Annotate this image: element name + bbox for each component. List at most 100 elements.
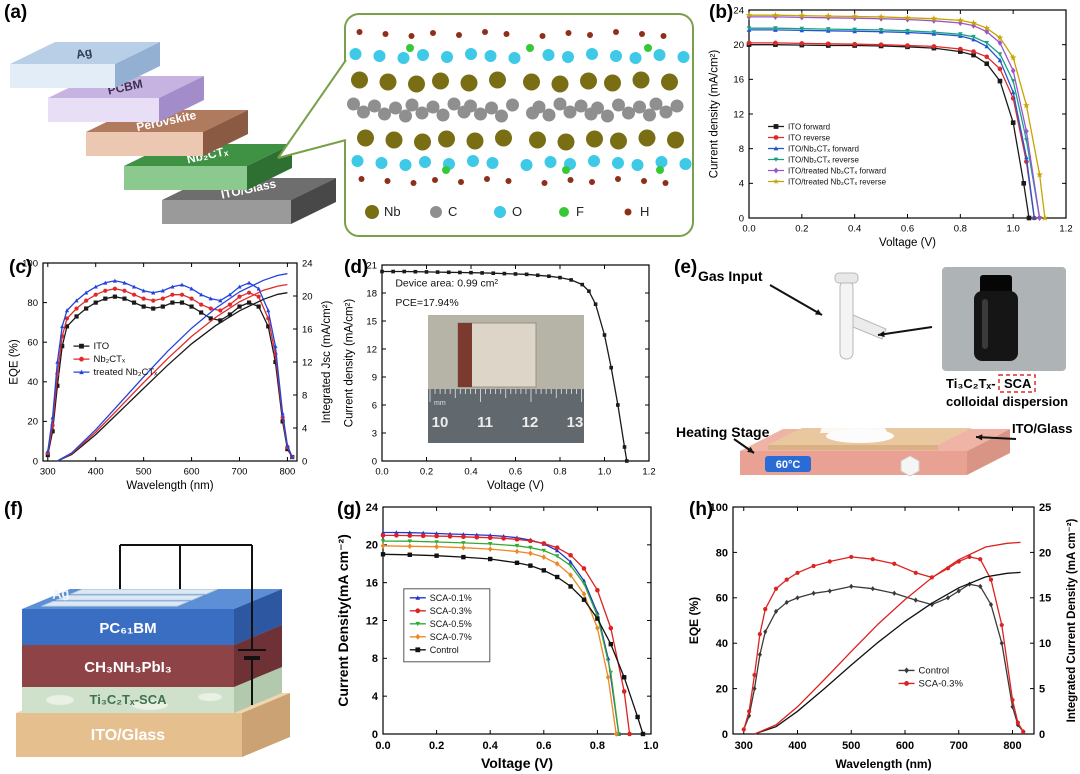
svg-text:8: 8 bbox=[739, 144, 744, 155]
svg-text:EQE (%): EQE (%) bbox=[9, 339, 21, 385]
spray-gun bbox=[834, 272, 887, 360]
svg-text:13: 13 bbox=[567, 414, 584, 431]
chart-b-svg: 0.0 0.2 0.4 0.6 0.8 1.0 1.2 0 4 8 12 16 20 24 Voltage … bbox=[709, 5, 1073, 249]
svg-text:Integrated Current Density (mA: Integrated Current Density (mA cm⁻²) bbox=[1066, 518, 1078, 722]
svg-text:0.0: 0.0 bbox=[375, 467, 388, 478]
eqe-chart-h: 300 400 500 600 700 800 0 20 40 60 80 100 0 5 10 15 20 25… bbox=[685, 497, 1080, 774]
svg-text:40: 40 bbox=[27, 377, 38, 388]
svg-text:6: 6 bbox=[372, 400, 377, 411]
svg-text:0: 0 bbox=[33, 456, 38, 467]
svg-text:5: 5 bbox=[1039, 683, 1045, 695]
svg-text:4: 4 bbox=[302, 423, 307, 434]
panel-f: (f) Ag PC₆₁BM CH₃NH₃PbI₃ Ti₃C₂Tₓ-SCA ITO/Gla… bbox=[0, 497, 330, 774]
chart-c-svg: 300 400 500 600 700 800 0 20 40 60 80 100 0 4 8 12 16 20 2… bbox=[9, 258, 334, 492]
svg-text:800: 800 bbox=[1003, 740, 1021, 752]
svg-text:80: 80 bbox=[27, 298, 38, 309]
svg-text:EQE (%): EQE (%) bbox=[687, 597, 701, 644]
svg-text:60°C: 60°C bbox=[776, 459, 801, 471]
svg-text:0: 0 bbox=[739, 213, 744, 224]
panel-c: (c) 300 400 500 600 700 800 0 20 40 60 80 100 0 4 8 12 1… bbox=[5, 255, 335, 495]
atom-legend-H: H bbox=[624, 204, 649, 219]
svg-text:40: 40 bbox=[716, 638, 728, 650]
svg-text:12: 12 bbox=[522, 414, 539, 431]
svg-text:Control: Control bbox=[919, 665, 950, 676]
panel-e: (e) 60°C Gas Input Ti₃C₂Tₓ- SCA colloidal di… bbox=[670, 255, 1080, 495]
svg-text:C: C bbox=[448, 204, 457, 219]
svg-text:21: 21 bbox=[366, 260, 377, 271]
svg-text:SCA-0.3%: SCA-0.3% bbox=[430, 606, 472, 616]
jv-chart-b: 0.0 0.2 0.4 0.6 0.8 1.0 1.2 0 4 8 12 16 20 24 Voltage … bbox=[705, 0, 1080, 252]
svg-text:20: 20 bbox=[366, 540, 378, 552]
svg-text:Current density (mA/cm²): Current density (mA/cm²) bbox=[709, 50, 721, 179]
svg-text:Voltage (V): Voltage (V) bbox=[487, 480, 544, 492]
svg-text:24: 24 bbox=[366, 502, 379, 514]
svg-text:500: 500 bbox=[136, 467, 152, 478]
svg-text:0.6: 0.6 bbox=[901, 224, 914, 235]
svg-text:ITO/Nb₂CTₓ reverse: ITO/Nb₂CTₓ reverse bbox=[788, 155, 859, 164]
svg-text:24: 24 bbox=[733, 5, 744, 16]
svg-text:F: F bbox=[576, 204, 584, 219]
atom-legend-Nb: Nb bbox=[365, 204, 401, 219]
panel-b: (b) 0.0 0.2 0.4 0.6 0.8 1.0 1.2 0 4 8 12 16 20 24 Volt… bbox=[705, 0, 1080, 252]
svg-text:1.2: 1.2 bbox=[642, 467, 655, 478]
svg-text:10: 10 bbox=[1039, 638, 1051, 650]
svg-text:ITO: ITO bbox=[93, 341, 109, 352]
svg-text:0.6: 0.6 bbox=[509, 467, 522, 478]
svg-text:treated Nb₂CTₓ: treated Nb₂CTₓ bbox=[93, 367, 158, 378]
svg-text:300: 300 bbox=[735, 740, 753, 752]
svg-text:ITO/Nb₂CTₓ forward: ITO/Nb₂CTₓ forward bbox=[788, 144, 859, 153]
svg-text:11: 11 bbox=[477, 414, 493, 431]
series-device J-V bbox=[380, 269, 629, 463]
svg-text:1.0: 1.0 bbox=[1007, 224, 1020, 235]
svg-text:12: 12 bbox=[366, 615, 378, 627]
svg-text:15: 15 bbox=[366, 316, 377, 327]
svg-text:1.2: 1.2 bbox=[1059, 224, 1072, 235]
svg-text:15: 15 bbox=[1039, 593, 1051, 605]
panel-d-label: (d) bbox=[344, 257, 369, 278]
device-photo-inset: mm 10 11 12 13 bbox=[428, 315, 584, 443]
series-SCA-0.3% bbox=[380, 533, 632, 737]
svg-text:400: 400 bbox=[88, 467, 104, 478]
svg-text:0: 0 bbox=[372, 456, 377, 467]
svg-text:25: 25 bbox=[1039, 502, 1051, 514]
svg-text:0.0: 0.0 bbox=[375, 740, 390, 752]
chart-h-svg: 300 400 500 600 700 800 0 20 40 60 80 100 0 5 10 15 20 25… bbox=[687, 502, 1078, 771]
series-Control bbox=[741, 581, 1026, 735]
svg-text:60: 60 bbox=[27, 338, 38, 349]
svg-text:0.4: 0.4 bbox=[464, 467, 477, 478]
svg-text:0: 0 bbox=[302, 456, 307, 467]
svg-text:18: 18 bbox=[366, 288, 377, 299]
panel-d: (d) 0.0 0.2 0.4 0.6 0.8 1.0 1.2 0 3 6 9 12 15 18 21 Vol… bbox=[340, 255, 665, 495]
series-treated Nb₂CTₓ integrated bbox=[57, 273, 288, 462]
chart-g-svg: 0.0 0.2 0.4 0.6 0.8 1.0 0 4 8 12 16 20 24 Voltage (V)… bbox=[335, 502, 659, 771]
svg-text:80: 80 bbox=[716, 547, 728, 559]
svg-text:20: 20 bbox=[716, 683, 728, 695]
svg-text:SCA-0.3%: SCA-0.3% bbox=[919, 678, 964, 689]
svg-text:4: 4 bbox=[372, 691, 379, 703]
svg-text:Current Density(mA cm⁻²): Current Density(mA cm⁻²) bbox=[335, 534, 351, 707]
svg-text:8: 8 bbox=[302, 390, 307, 401]
svg-text:300: 300 bbox=[40, 467, 56, 478]
svg-text:60: 60 bbox=[716, 593, 728, 605]
svg-text:800: 800 bbox=[279, 467, 295, 478]
svg-text:Integrated Jsc (mA/cm²): Integrated Jsc (mA/cm²) bbox=[321, 300, 333, 423]
panel-c-label: (c) bbox=[9, 257, 33, 278]
atom-legend-O: O bbox=[494, 204, 522, 219]
svg-text:20: 20 bbox=[302, 291, 313, 302]
svg-text:10: 10 bbox=[432, 414, 449, 431]
svg-text:0.2: 0.2 bbox=[795, 224, 808, 235]
svg-text:8: 8 bbox=[372, 653, 378, 665]
svg-text:0.8: 0.8 bbox=[553, 467, 566, 478]
panel-g-label: (g) bbox=[337, 499, 362, 520]
svg-text:SCA: SCA bbox=[1004, 376, 1032, 391]
series-ITO reverse bbox=[746, 40, 1037, 221]
svg-text:700: 700 bbox=[950, 740, 968, 752]
eqe-chart-c: 300 400 500 600 700 800 0 20 40 60 80 100 0 4 8 12 16 20 2… bbox=[5, 255, 335, 495]
sca-highlight-box bbox=[998, 374, 1036, 393]
jv-chart-g: 0.0 0.2 0.4 0.6 0.8 1.0 0 4 8 12 16 20 24 Voltage (V)… bbox=[333, 497, 663, 774]
ag-electrode-bars bbox=[41, 589, 218, 607]
svg-text:SCA-0.5%: SCA-0.5% bbox=[430, 619, 472, 629]
svg-text:ITO/Glass: ITO/Glass bbox=[1012, 421, 1072, 436]
svg-text:0.0: 0.0 bbox=[742, 224, 755, 235]
series-ITO integrated bbox=[57, 292, 288, 462]
